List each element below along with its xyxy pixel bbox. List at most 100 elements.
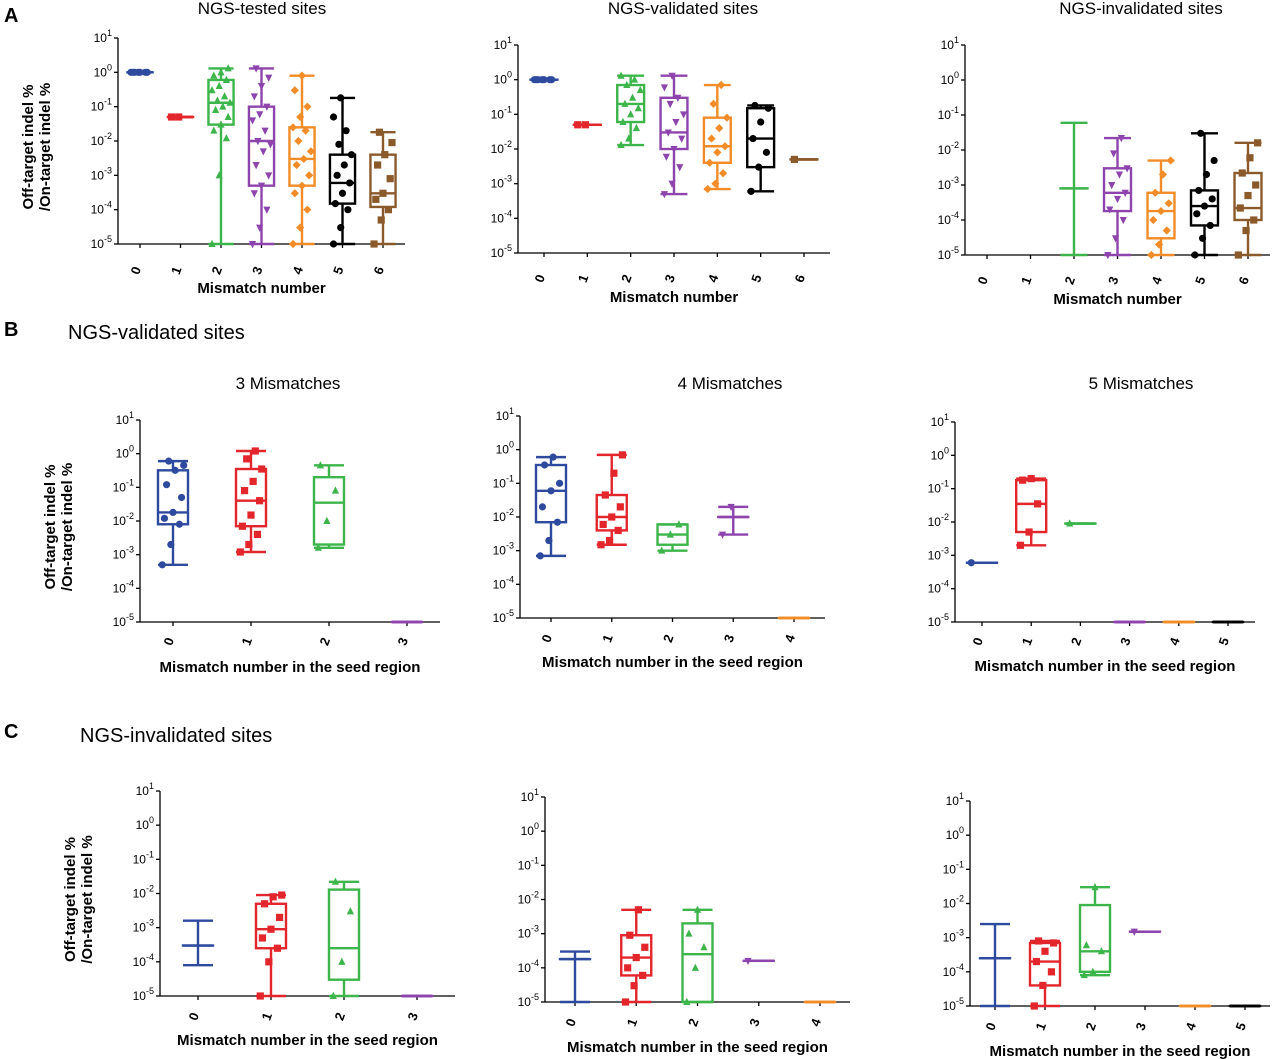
x-axis-label: Mismatch number bbox=[1053, 291, 1182, 308]
x-axis-label: Mismatch number in the seed region bbox=[177, 1032, 438, 1049]
data-point bbox=[143, 68, 151, 76]
data-point bbox=[131, 68, 139, 76]
data-point bbox=[749, 134, 757, 143]
data-point bbox=[630, 982, 638, 990]
x-tick-label: 4 bbox=[1148, 274, 1165, 287]
data-point bbox=[292, 160, 301, 170]
y-tick-label: 101 bbox=[116, 410, 134, 427]
data-point bbox=[693, 905, 702, 913]
box-group bbox=[558, 950, 592, 1004]
y-tick-label: 10-3 bbox=[133, 918, 154, 935]
y-tick-label: 10-5 bbox=[928, 612, 949, 629]
data-point bbox=[257, 82, 266, 91]
data-point bbox=[1198, 234, 1207, 242]
y-tick-label: 10-1 bbox=[113, 477, 134, 494]
y-tick-label: 10-5 bbox=[133, 986, 154, 1003]
data-point bbox=[668, 180, 676, 188]
data-point bbox=[251, 447, 259, 455]
data-point bbox=[599, 520, 607, 529]
section-title-c: NGS-invalidated sites bbox=[80, 725, 272, 747]
data-point bbox=[1200, 202, 1209, 210]
box-iqr bbox=[254, 902, 288, 950]
y-tick-label: 10-1 bbox=[133, 849, 154, 866]
data-point bbox=[1111, 235, 1120, 243]
x-tick-label: 6 bbox=[1235, 274, 1252, 286]
data-point bbox=[626, 931, 634, 939]
data-point bbox=[256, 992, 264, 1000]
box-group bbox=[529, 76, 559, 84]
x-tick-label: 0 bbox=[969, 635, 986, 647]
data-point bbox=[340, 161, 348, 169]
data-point bbox=[581, 121, 590, 129]
x-tick-label: 0 bbox=[538, 632, 555, 644]
data-point bbox=[175, 113, 183, 121]
y-tick-label: 10-2 bbox=[943, 894, 964, 911]
data-point bbox=[639, 971, 647, 980]
y-tick-label: 10-2 bbox=[928, 512, 949, 529]
data-point bbox=[747, 187, 755, 195]
data-point bbox=[1236, 204, 1244, 212]
data-point bbox=[245, 540, 253, 549]
box-iqr bbox=[595, 493, 628, 532]
data-point bbox=[296, 112, 305, 122]
data-point bbox=[372, 195, 380, 203]
data-point bbox=[329, 240, 338, 248]
data-point bbox=[1106, 206, 1114, 214]
box-group bbox=[234, 447, 268, 556]
data-point bbox=[1082, 941, 1091, 949]
y-tick-label: 10-2 bbox=[518, 890, 539, 907]
y-tick-label: 10-5 bbox=[113, 612, 134, 629]
box-group bbox=[1064, 519, 1097, 527]
y-tick-label: 10-5 bbox=[493, 608, 514, 625]
data-point bbox=[1242, 226, 1250, 235]
x-tick-label: 3 bbox=[1132, 1020, 1149, 1032]
y-tick-label: 10-5 bbox=[938, 245, 959, 262]
x-tick-label: 3 bbox=[249, 264, 266, 276]
data-point bbox=[263, 103, 271, 111]
data-point bbox=[370, 240, 378, 248]
y-tick-label: 10-4 bbox=[133, 952, 154, 969]
data-point bbox=[212, 105, 220, 113]
data-point bbox=[618, 451, 627, 459]
x-axis-label: Mismatch number in the seed region bbox=[542, 654, 803, 671]
data-point bbox=[678, 135, 686, 143]
box-group bbox=[1015, 475, 1048, 549]
data-point bbox=[213, 96, 222, 104]
data-point bbox=[632, 123, 641, 132]
data-point bbox=[1117, 135, 1125, 143]
data-point bbox=[386, 175, 394, 183]
y-tick-label: 100 bbox=[496, 440, 514, 457]
data-point bbox=[722, 113, 732, 122]
data-point bbox=[664, 129, 672, 137]
data-point bbox=[222, 75, 230, 83]
data-point bbox=[180, 461, 188, 469]
data-point bbox=[303, 205, 312, 214]
data-point bbox=[1254, 139, 1262, 147]
box-iqr bbox=[1146, 191, 1176, 240]
data-point bbox=[683, 997, 691, 1005]
y-tick-label: 100 bbox=[94, 62, 112, 79]
data-point bbox=[303, 102, 312, 111]
box-iqr bbox=[620, 934, 653, 977]
y-tick-label: 10-3 bbox=[518, 924, 539, 941]
data-point bbox=[224, 64, 232, 72]
data-point bbox=[1250, 216, 1258, 224]
x-tick-label: 5 bbox=[748, 272, 765, 284]
data-point bbox=[1027, 475, 1035, 483]
data-point bbox=[258, 465, 266, 473]
y-tick-label: 10-2 bbox=[493, 507, 514, 524]
data-point bbox=[338, 189, 347, 197]
box-group bbox=[156, 457, 190, 569]
data-point bbox=[718, 531, 727, 539]
data-point bbox=[534, 76, 542, 84]
data-point bbox=[705, 158, 714, 167]
y-tick-label: 10-3 bbox=[113, 545, 134, 562]
y-tick-label: 100 bbox=[136, 815, 154, 832]
data-point bbox=[331, 877, 340, 885]
data-point bbox=[621, 998, 630, 1006]
x-tick-label: 3 bbox=[661, 272, 678, 284]
data-point bbox=[294, 136, 303, 146]
